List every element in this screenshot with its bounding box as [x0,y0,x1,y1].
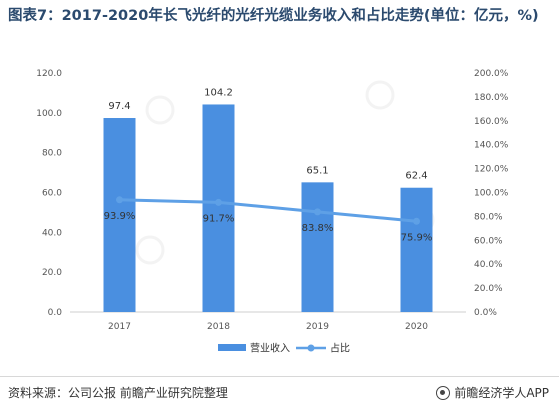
left-tick-label: 40.0 [42,228,62,238]
right-tick-label: 200.0% [474,69,509,79]
source-note: 资料来源：公司公报 前瞻产业研究院整理 [8,386,228,400]
line-point [116,196,123,204]
line-point [314,208,321,216]
bar [202,104,235,313]
right-tick-label: 20.0% [474,284,503,294]
right-tick-label: 120.0% [474,165,509,175]
chart-title: 图表7：2017-2020年长飞光纤的光纤光缆业务收入和占比走势(单位：亿元，%… [8,8,539,24]
left-axis: 0.0 20.0 40.0 60.0 80.0 100.0 120.0 [36,69,62,318]
bar [301,182,334,312]
line-point [215,198,222,206]
right-tick-label: 40.0% [474,260,503,270]
footer-divider [0,376,559,377]
left-tick-label: 120.0 [36,69,62,79]
legend-marker-line [307,344,315,352]
right-tick-label: 140.0% [474,141,509,151]
bar-value-labels: 97.4 104.2 65.1 62.4 [108,87,427,181]
brand-name: 前瞻经济学人APP [454,386,549,400]
legend: 营业收入 占比 [218,342,350,355]
bar [103,118,136,313]
bar-value-label: 97.4 [108,101,130,112]
x-tick-label: 2020 [405,322,428,332]
right-tick-label: 0.0% [474,308,497,318]
x-tick-label: 2018 [207,322,230,332]
line-value-label: 83.8% [302,223,334,234]
line-path [119,198,417,223]
right-tick-label: 160.0% [474,117,509,127]
bar-series [103,104,433,313]
right-tick-label: 180.0% [474,93,509,103]
bar [400,187,433,312]
right-axis: 0.0% 20.0% 40.0% 60.0% 80.0% 100.0% 120.0% 140.… [474,69,509,318]
x-tick-label: 2017 [108,322,131,332]
qianzhan-logo-icon [436,385,451,400]
left-tick-label: 80.0 [42,149,62,159]
line-value-label: 91.7% [203,213,235,224]
right-tick-label: 80.0% [474,212,503,222]
line-value-label: 93.9% [104,211,136,222]
brand-credit: 前瞻经济学人APP [436,384,549,401]
right-tick-label: 60.0% [474,236,503,246]
line-series: 93.9% 91.7% 83.8% 75.9% [104,196,433,243]
legend-label-line: 占比 [330,342,350,355]
chart-svg: 0.0 20.0 40.0 60.0 80.0 100.0 120.0 0.0% 20.0% 4… [36,69,509,355]
watermark-logo-icon [135,80,435,265]
line-point [413,217,420,225]
x-tick-labels: 2017 2018 2019 2020 [108,322,428,332]
bar-value-label: 104.2 [204,87,233,98]
legend-label-bar: 营业收入 [250,342,290,355]
left-tick-label: 20.0 [42,268,62,278]
left-tick-label: 60.0 [42,189,62,199]
x-tick-label: 2019 [306,322,329,332]
left-tick-label: 100.0 [36,109,62,119]
bar-value-label: 65.1 [306,165,328,176]
line-value-label: 75.9% [401,232,433,243]
left-tick-label: 0.0 [48,308,63,318]
bar-value-label: 62.4 [405,171,427,182]
legend-swatch-bar [218,344,246,351]
right-tick-label: 100.0% [474,189,509,199]
